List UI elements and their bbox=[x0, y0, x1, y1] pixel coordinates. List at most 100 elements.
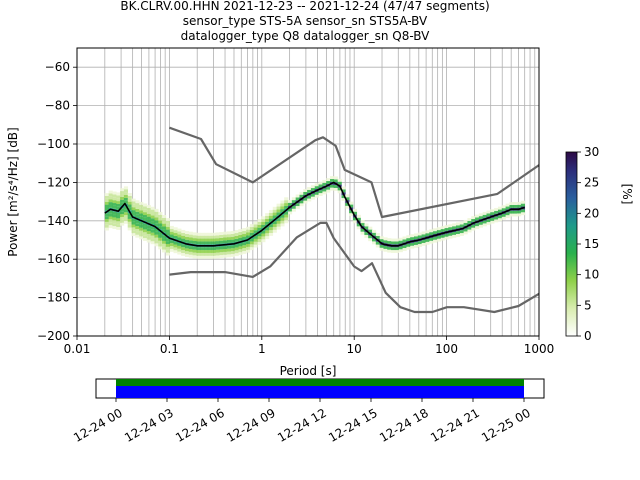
heatmap-cell bbox=[486, 219, 491, 223]
heatmap-cell bbox=[379, 247, 384, 251]
heatmap-cell bbox=[265, 236, 270, 240]
heatmap-cell bbox=[413, 233, 419, 237]
y-tick-label: −80 bbox=[45, 99, 70, 113]
heatmap-cell bbox=[146, 236, 151, 240]
heatmap-cell bbox=[330, 176, 335, 180]
heatmap-cell bbox=[123, 206, 129, 210]
heatmap-cell bbox=[127, 213, 132, 217]
heatmap-cell bbox=[444, 233, 449, 237]
x-axis-label: Period [s] bbox=[280, 364, 337, 378]
heatmap-cell bbox=[249, 244, 254, 248]
heatmap-cell bbox=[120, 222, 125, 226]
heatmap-cell bbox=[314, 183, 319, 187]
heatmap-cell bbox=[127, 224, 132, 228]
heatmap-cell bbox=[112, 197, 117, 201]
heatmap-cell bbox=[234, 230, 239, 234]
heatmap-cell bbox=[116, 192, 121, 196]
heatmap-cell bbox=[116, 221, 121, 225]
x-tick-label: 0.1 bbox=[160, 342, 179, 356]
heatmap-cell bbox=[387, 238, 392, 242]
colorbar bbox=[565, 151, 578, 337]
heatmap-cell bbox=[169, 225, 174, 229]
heatmap-cell bbox=[192, 238, 197, 241]
y-tick-label: −120 bbox=[37, 175, 70, 189]
heatmap-cell bbox=[417, 241, 422, 245]
heatmap-cell bbox=[482, 214, 487, 218]
heatmap-cell bbox=[318, 190, 323, 194]
heatmap-cell bbox=[345, 197, 350, 201]
heatmap-cell bbox=[475, 223, 480, 227]
y-tick-label: −60 bbox=[45, 60, 70, 74]
heatmap-cell bbox=[288, 208, 293, 212]
heatmap-cell bbox=[226, 231, 232, 235]
heatmap-cell bbox=[444, 225, 449, 229]
heatmap-cell bbox=[505, 203, 510, 207]
heatmap-cell bbox=[448, 224, 453, 228]
heatmap-cell bbox=[501, 213, 506, 217]
heatmap-cell bbox=[150, 241, 155, 245]
heatmap-cell bbox=[142, 203, 148, 207]
x-tick-label: 1000 bbox=[524, 342, 555, 356]
heatmap-cell bbox=[104, 201, 109, 205]
heatmap-cell bbox=[226, 248, 232, 252]
heatmap-cell bbox=[219, 252, 224, 256]
heatmap-cell bbox=[123, 192, 129, 196]
heatmap-cell bbox=[459, 221, 464, 225]
heatmap-cell bbox=[215, 246, 220, 250]
heatmap-cell bbox=[135, 214, 140, 218]
heatmap-cell bbox=[242, 245, 247, 249]
heatmap-cell bbox=[127, 218, 132, 222]
heatmap-cell bbox=[177, 243, 182, 246]
heatmap-cell bbox=[475, 217, 480, 221]
heatmap-cell bbox=[139, 233, 144, 237]
heatmap-cell bbox=[127, 204, 132, 208]
heatmap-cell bbox=[352, 208, 358, 212]
heatmap-cell bbox=[226, 237, 232, 240]
heatmap-cell bbox=[284, 214, 289, 218]
heatmap-cell bbox=[207, 241, 212, 245]
heatmap-cell bbox=[517, 204, 522, 208]
heatmap-cell bbox=[326, 186, 331, 190]
heatmap-cell bbox=[188, 240, 193, 244]
heatmap-cell bbox=[478, 216, 483, 220]
heatmap-cell bbox=[154, 234, 159, 238]
heatmap-cell bbox=[142, 209, 148, 213]
heatmap-cell bbox=[391, 238, 396, 242]
heatmap-cell bbox=[192, 249, 197, 253]
heatmap-cell bbox=[230, 236, 235, 240]
heatmap-cell bbox=[280, 203, 285, 207]
heatmap-cell bbox=[142, 235, 148, 239]
heatmap-cell bbox=[486, 213, 491, 217]
heatmap-cell bbox=[127, 198, 132, 202]
heatmap-cell bbox=[265, 215, 270, 219]
heatmap-cell bbox=[440, 237, 445, 241]
heatmap-cell bbox=[223, 231, 228, 235]
heatmap-cell bbox=[158, 211, 163, 215]
heatmap-cell bbox=[349, 201, 354, 205]
heatmap-cell bbox=[276, 218, 281, 221]
heatmap-cell bbox=[497, 218, 503, 222]
heatmap-cell bbox=[303, 197, 308, 201]
heatmap-cell bbox=[490, 220, 495, 224]
heatmap-cell bbox=[146, 213, 151, 217]
heatmap-cell bbox=[188, 254, 193, 258]
heatmap-cell bbox=[284, 220, 289, 224]
heatmap-cell bbox=[177, 237, 182, 241]
heatmap-cell bbox=[375, 235, 380, 239]
heatmap-cell bbox=[513, 210, 518, 214]
heatmap-cell bbox=[333, 176, 338, 180]
heatmap-cell bbox=[226, 239, 232, 243]
heatmap-cell bbox=[165, 223, 171, 227]
heatmap-cell bbox=[188, 231, 193, 235]
heatmap-cell bbox=[436, 230, 442, 233]
heatmap-cell bbox=[112, 211, 117, 215]
heatmap-cell bbox=[501, 216, 506, 220]
heatmap-cell bbox=[162, 235, 167, 239]
heatmap-cell bbox=[249, 238, 254, 242]
heatmap-cell bbox=[398, 249, 403, 253]
colorbar-tick-label: 25 bbox=[584, 176, 599, 190]
heatmap-cell bbox=[452, 223, 457, 227]
heatmap-cell bbox=[471, 227, 476, 231]
heatmap-cell bbox=[200, 247, 205, 251]
